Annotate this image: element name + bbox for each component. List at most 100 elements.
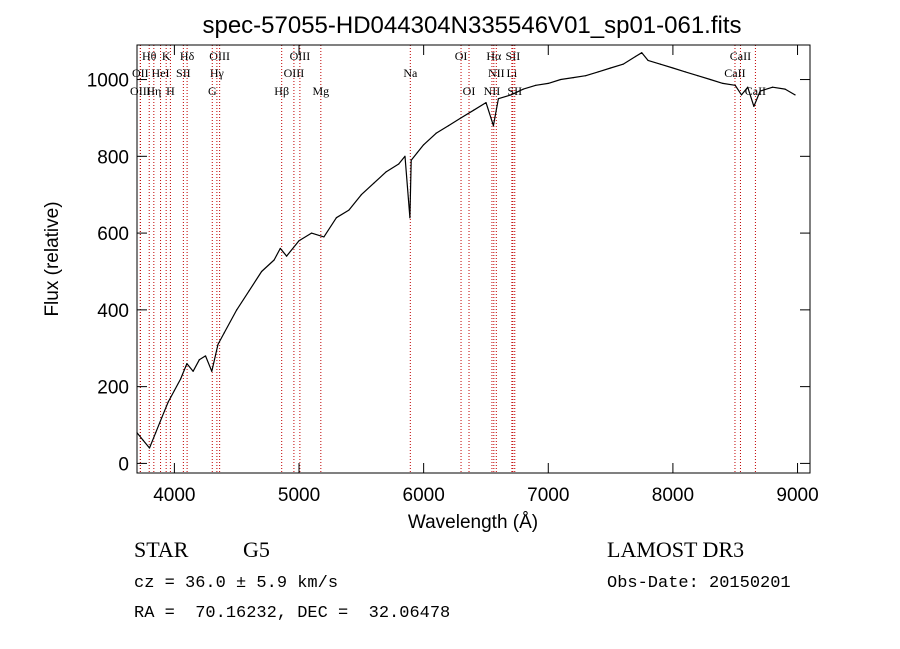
spectral-line-label-8: CaII <box>730 49 751 63</box>
data-point-0-47 <box>572 77 574 79</box>
data-point-0-36 <box>447 125 450 127</box>
y-tick-label-5: 1000 <box>87 71 129 92</box>
data-point-0-64 <box>753 105 755 108</box>
spectral-line-label-6: Hα <box>486 49 502 63</box>
data-point-0-30 <box>404 155 406 157</box>
spectral-line-label-24: OI <box>463 84 476 98</box>
data-point-0-24 <box>335 217 338 219</box>
data-point-0-4 <box>161 416 163 418</box>
data-point-0-60 <box>722 82 724 84</box>
data-point-0-54 <box>647 59 649 61</box>
data-point-0-61 <box>734 84 736 86</box>
data-point-0-35 <box>435 132 437 134</box>
data-point-0-63 <box>747 86 749 88</box>
x-tick-label-5: 9000 <box>776 485 818 506</box>
data-point-0-8 <box>186 363 188 365</box>
spectral-line-label-22: Hβ <box>274 84 289 98</box>
data-point-0-23 <box>323 236 325 238</box>
y-tick-label-1: 200 <box>97 378 129 399</box>
data-point-0-37 <box>460 117 462 119</box>
data-point-0-48 <box>585 75 587 77</box>
spectral-line-label-12: Hγ <box>210 66 225 80</box>
data-point-0-6 <box>173 389 175 392</box>
y-axis-label: Flux (relative) <box>42 201 63 316</box>
spectral-line-label-27: CaII <box>745 84 766 98</box>
data-point-0-65 <box>759 90 761 92</box>
data-point-0-3 <box>155 432 157 434</box>
spectral-line-label-23: Mg <box>312 84 329 98</box>
data-point-0-57 <box>684 71 686 73</box>
data-point-0-42 <box>510 94 512 96</box>
data-point-0-51 <box>622 63 624 65</box>
object-subclass: G5 <box>243 537 270 562</box>
data-point-0-33 <box>416 151 419 154</box>
data-point-0-32 <box>410 159 412 161</box>
x-tick-label-4: 8000 <box>652 485 694 506</box>
data-point-0-20 <box>285 255 288 257</box>
spectral-line-label-25: NII <box>484 84 501 98</box>
data-point-0-34 <box>423 144 425 146</box>
data-point-0-41 <box>497 98 500 100</box>
series-layer <box>136 52 796 449</box>
data-point-0-19 <box>279 247 281 250</box>
spectral-line-label-10: HeI <box>152 66 170 80</box>
x-tick-label-2: 6000 <box>403 485 445 506</box>
data-point-0-55 <box>659 63 662 65</box>
data-point-0-67 <box>784 88 786 90</box>
velocity: cz = 36.0 ± 5.9 km/s <box>134 574 339 593</box>
data-point-0-5 <box>167 401 169 403</box>
spectral-line-label-11: SII <box>176 66 191 80</box>
data-point-0-49 <box>597 71 599 73</box>
data-point-0-40 <box>492 125 495 127</box>
data-point-0-12 <box>211 370 213 372</box>
spectral-line-label-15: NII <box>488 66 505 80</box>
data-point-0-9 <box>192 370 194 372</box>
data-point-0-28 <box>385 171 387 173</box>
spectral-line-label-16: Li <box>507 66 518 80</box>
y-tick-label-2: 400 <box>97 301 129 322</box>
spectral-line-label-18: OIII <box>130 84 151 98</box>
spectral-line-label-4: OIII <box>290 49 311 63</box>
spectral-line-label-14: Na <box>403 66 418 80</box>
data-point-0-46 <box>560 78 562 81</box>
plot-frame <box>136 44 811 474</box>
data-point-0-15 <box>236 309 238 311</box>
series-line-flux <box>136 52 796 449</box>
data-point-0-66 <box>772 86 774 88</box>
spectral-line-label-0: Hθ <box>142 49 157 63</box>
data-point-0-68 <box>794 94 796 96</box>
obs-date: Obs-Date: 20150201 <box>607 574 791 593</box>
data-point-0-11 <box>204 355 207 357</box>
x-axis: 4000 5000 6000 7000 8000 9000 <box>153 45 819 506</box>
data-point-0-44 <box>535 84 537 86</box>
data-point-0-39 <box>485 101 487 104</box>
survey-name: LAMOST DR3 <box>607 537 745 562</box>
y-tick-label-4: 800 <box>97 147 129 168</box>
coordinates: RA = 70.16232, DEC = 32.06478 <box>134 604 451 623</box>
spectral-line-label-20: H <box>166 84 175 98</box>
x-tick-label-1: 5000 <box>278 485 320 506</box>
data-point-0-16 <box>248 290 250 292</box>
spectral-line-label-3: OIII <box>209 49 230 63</box>
data-point-0-21 <box>298 240 300 242</box>
x-tick-label-3: 7000 <box>527 485 569 506</box>
spectral-line-label-7: SII <box>506 49 521 63</box>
data-point-0-18 <box>273 259 275 261</box>
x-axis-label: Wavelength (Å) <box>408 512 538 533</box>
data-point-0-43 <box>522 88 524 90</box>
spectral-line-label-17: CaII <box>724 66 745 80</box>
data-point-0-29 <box>398 163 400 165</box>
data-point-0-53 <box>641 52 643 54</box>
data-point-0-14 <box>223 332 225 334</box>
data-point-0-27 <box>373 182 375 184</box>
chart-title: spec-57055-HD044304N335546V01_sp01-061.f… <box>202 12 741 39</box>
data-point-0-56 <box>672 67 674 69</box>
spectral-line-label-5: OI <box>455 49 468 63</box>
data-point-0-1 <box>142 439 144 441</box>
spectral-line-label-19: Hη <box>146 84 161 98</box>
y-tick-label-0: 0 <box>118 454 129 475</box>
data-point-0-31 <box>409 217 411 219</box>
x-tick-label-0: 4000 <box>153 485 195 506</box>
